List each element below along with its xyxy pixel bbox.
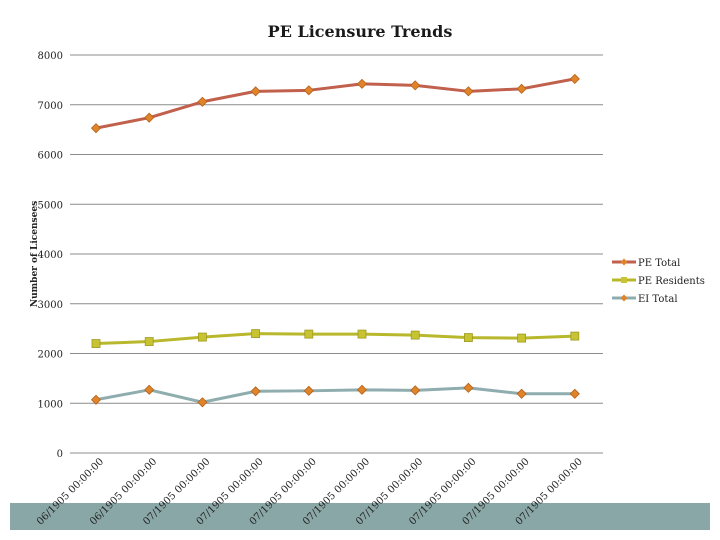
data-point [197,397,208,408]
data-point [463,333,473,342]
legend-item: PE Residents [612,276,705,287]
data-point [197,96,208,107]
legend-marker [620,294,628,302]
data-point [91,339,101,348]
data-point [356,384,368,395]
data-point [516,388,527,399]
data-point [303,85,314,96]
data-point [463,86,474,97]
y-axis-title: Number of Licensees [30,201,40,307]
series-ei-total [90,382,580,408]
data-point [250,386,261,397]
data-point [144,112,155,123]
series-pe-residents [91,329,580,348]
data-point [197,332,207,342]
legend-item: PE Total [612,258,680,269]
data-point [356,78,368,89]
legend-item: EI Total [612,294,678,305]
series-line [95,77,576,130]
data-point [570,331,580,341]
data-point [569,388,580,399]
data-point [304,329,314,339]
data-point [144,337,154,346]
series-line [95,386,575,404]
data-point [144,384,155,395]
y-tick-label: 6000 [38,151,63,162]
legend: PE Total PE Residents EI Total [612,258,705,305]
data-point [410,80,421,91]
y-tick-label: 4000 [38,250,63,261]
legend-label: PE Residents [638,276,705,287]
data-point [410,385,421,396]
data-point [463,382,474,393]
y-tick-label: 8000 [38,51,63,62]
y-tick-label: 3000 [38,300,63,311]
legend-marker [621,277,627,283]
y-tick-label: 1000 [38,399,63,410]
y-tick-label: 5000 [38,200,63,211]
data-point [569,73,580,84]
y-tick-label: 2000 [38,350,63,361]
legend-label: EI Total [638,294,678,305]
data-point [251,329,261,339]
legend-label: PE Total [638,258,680,269]
chart-title: PE Licensure Trends [268,22,453,41]
y-axis-ticks: 0 1000 2000 3000 4000 5000 6000 7000 8000 [38,51,63,460]
data-point [90,123,102,134]
y-tick-label: 7000 [38,101,63,112]
data-point [516,83,527,94]
data-point [410,330,420,340]
series-pe-total [90,73,580,134]
data-point [90,394,102,405]
series-group [90,73,580,408]
data-point [357,329,367,339]
y-tick-label: 0 [57,449,63,460]
data-point [303,385,314,396]
series-line [95,332,575,346]
data-point [517,333,526,343]
legend-marker [620,258,628,266]
footer-bar [10,503,710,530]
data-point [250,86,261,97]
gridlines [70,54,603,454]
